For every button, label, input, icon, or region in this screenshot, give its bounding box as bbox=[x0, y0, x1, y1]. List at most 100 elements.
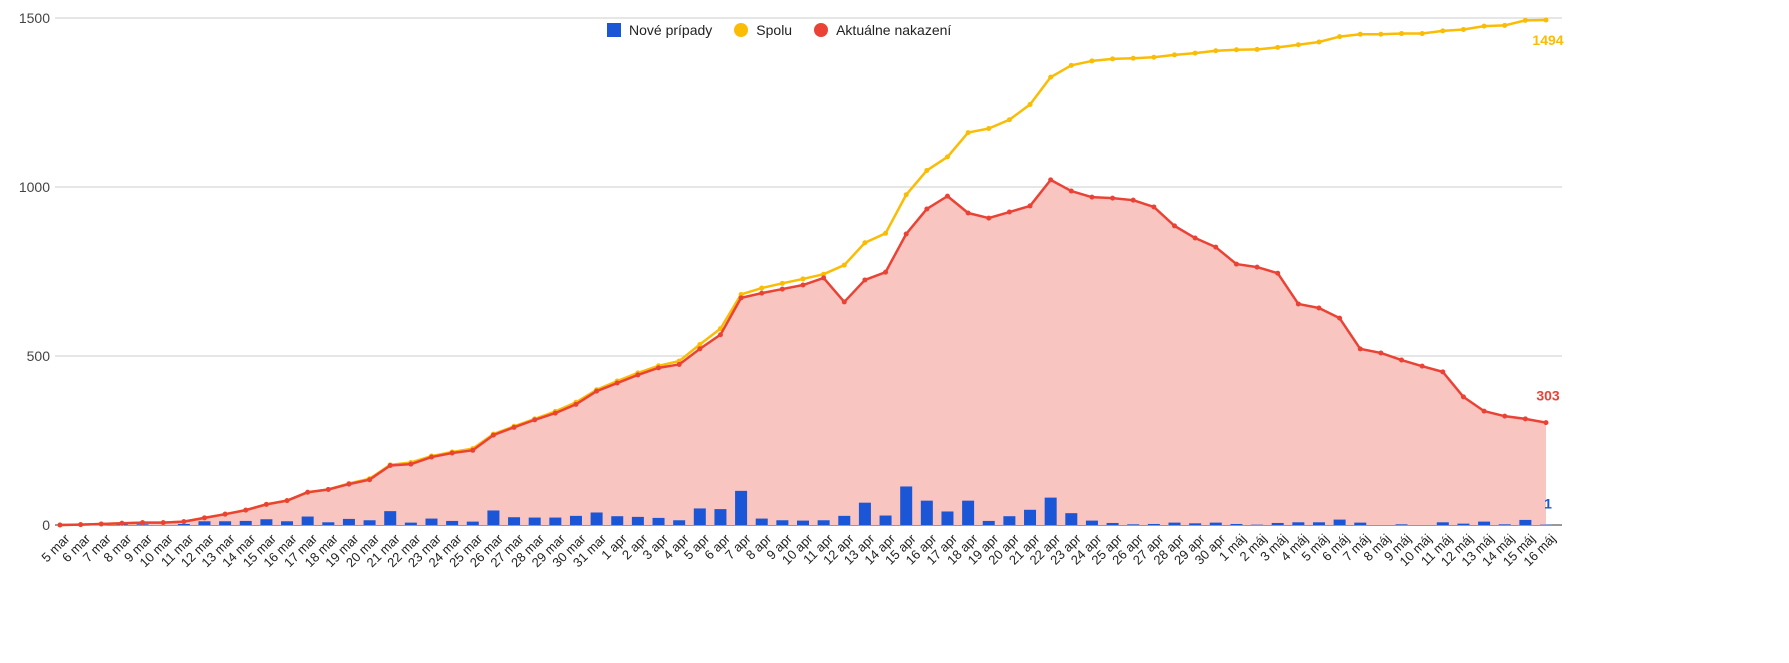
active-point bbox=[965, 210, 971, 216]
active-point bbox=[470, 447, 476, 453]
legend-circle-icon bbox=[734, 23, 749, 37]
bar-new-cases bbox=[1395, 524, 1408, 525]
active-point bbox=[594, 388, 600, 394]
y-tick-label: 0 bbox=[42, 517, 50, 533]
active-point bbox=[759, 290, 765, 296]
bar-new-cases bbox=[177, 523, 190, 525]
active-point bbox=[986, 215, 992, 221]
total-point bbox=[759, 285, 765, 291]
active-point bbox=[1337, 315, 1343, 321]
bar-new-cases bbox=[1127, 524, 1140, 525]
bar-new-cases bbox=[549, 517, 562, 525]
bar-new-cases bbox=[797, 520, 809, 525]
active-point bbox=[1254, 264, 1260, 270]
bar-new-cases bbox=[1003, 516, 1016, 525]
bar-new-cases bbox=[384, 511, 397, 525]
active-point bbox=[944, 193, 950, 199]
total-point bbox=[717, 326, 723, 332]
total-point bbox=[800, 276, 806, 282]
bar-new-cases bbox=[673, 520, 686, 525]
active-point bbox=[243, 507, 249, 513]
legend-item-active[interactable]: Aktuálne nakazení bbox=[814, 22, 951, 38]
total-point bbox=[1068, 62, 1074, 68]
bar-new-cases bbox=[1333, 519, 1346, 525]
bar-new-cases bbox=[714, 509, 727, 525]
legend-item-new-cases[interactable]: Nové prípady bbox=[607, 22, 712, 38]
active-point bbox=[367, 477, 373, 483]
active-point bbox=[387, 463, 393, 469]
bar-new-cases bbox=[363, 520, 376, 525]
active-point bbox=[903, 231, 909, 237]
active-point bbox=[924, 206, 930, 212]
active-point bbox=[1192, 235, 1198, 241]
bar-new-cases bbox=[508, 517, 521, 525]
active-point bbox=[490, 432, 496, 438]
bar-new-cases bbox=[1189, 523, 1202, 525]
bar-new-cases bbox=[920, 500, 933, 525]
active-point bbox=[1481, 408, 1487, 414]
bar-new-cases bbox=[1436, 522, 1449, 525]
bar-new-cases bbox=[1498, 524, 1511, 525]
active-point bbox=[697, 346, 703, 352]
active-point bbox=[429, 454, 434, 460]
bar-new-cases bbox=[1106, 522, 1119, 525]
total-point bbox=[841, 262, 847, 268]
bar-new-cases bbox=[590, 512, 603, 525]
active-point bbox=[1399, 357, 1405, 363]
total-point bbox=[1151, 54, 1157, 60]
bar-new-cases bbox=[1065, 513, 1078, 525]
active-point bbox=[1378, 350, 1384, 356]
total-point bbox=[1089, 58, 1095, 64]
active-point bbox=[222, 511, 228, 517]
total-point bbox=[944, 154, 950, 160]
legend: Nové prípady Spolu Aktuálne nakazení bbox=[607, 22, 951, 38]
bar-new-cases bbox=[631, 516, 644, 525]
bar-new-cases bbox=[466, 521, 479, 525]
bar-new-cases bbox=[219, 521, 232, 525]
bar-new-cases bbox=[755, 518, 768, 525]
bar-new-cases bbox=[239, 520, 252, 525]
bar-new-cases bbox=[1044, 497, 1057, 525]
total-point bbox=[1110, 56, 1116, 62]
active-point bbox=[1460, 394, 1466, 400]
total-point bbox=[903, 192, 909, 198]
active-point bbox=[532, 417, 538, 423]
active-point bbox=[1110, 195, 1116, 201]
total-point bbox=[1048, 74, 1054, 80]
total-point bbox=[1006, 117, 1012, 123]
bar-new-cases bbox=[962, 500, 975, 525]
total-point bbox=[1316, 39, 1322, 45]
active-point bbox=[883, 269, 889, 275]
bar-new-cases bbox=[322, 522, 335, 525]
bar-new-cases bbox=[1478, 521, 1491, 525]
active-point bbox=[1316, 305, 1322, 311]
legend-square-icon bbox=[607, 23, 621, 37]
legend-label: Spolu bbox=[756, 22, 793, 38]
active-point bbox=[573, 401, 579, 407]
bar-new-cases bbox=[260, 519, 273, 525]
active-point bbox=[1068, 188, 1074, 194]
bar-new-cases bbox=[446, 520, 459, 525]
active-point bbox=[57, 522, 63, 528]
bar-new-cases bbox=[941, 511, 954, 525]
legend-item-total[interactable]: Spolu bbox=[734, 22, 792, 38]
bar-new-cases bbox=[1312, 522, 1325, 525]
active-point bbox=[160, 520, 166, 526]
y-tick-label: 1500 bbox=[19, 10, 50, 26]
total-point bbox=[1481, 23, 1487, 29]
active-point bbox=[181, 519, 187, 525]
bar-new-cases bbox=[528, 517, 541, 525]
total-point bbox=[1378, 31, 1384, 37]
active-point bbox=[779, 286, 785, 292]
bar-new-cases bbox=[776, 520, 789, 525]
active-point bbox=[717, 332, 723, 338]
y-tick-label: 1000 bbox=[19, 179, 50, 195]
bar-new-cases bbox=[425, 518, 438, 525]
total-point bbox=[883, 230, 889, 236]
active-point bbox=[614, 380, 620, 386]
active-point bbox=[449, 450, 455, 456]
active-point bbox=[1522, 416, 1528, 422]
active-point bbox=[552, 410, 558, 416]
bar-new-cases bbox=[281, 521, 294, 525]
